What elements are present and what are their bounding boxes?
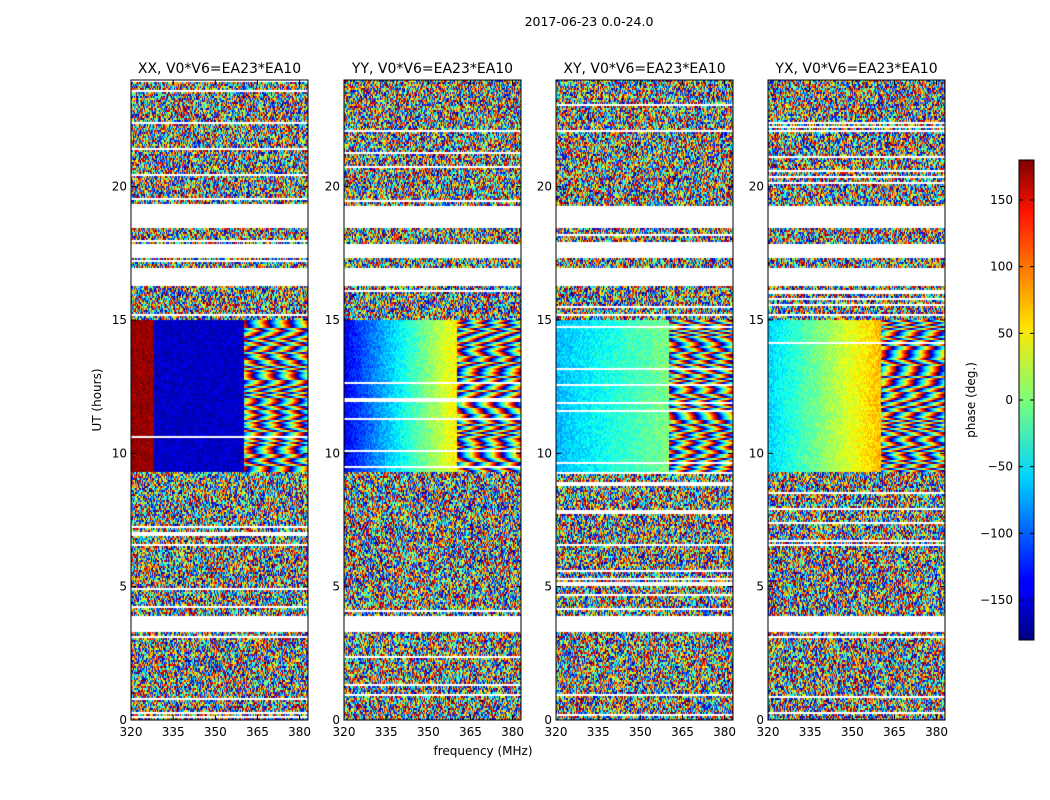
y-tick-label: 15 [325, 313, 340, 327]
x-tick-label: 335 [375, 725, 398, 739]
x-tick-label: 335 [587, 725, 610, 739]
panel-xx: XX, V0*V6=EA23*EA10 320 335 350 365 380 0 5 10 15… [112, 61, 311, 739]
y-tick-label: 20 [325, 180, 340, 194]
y-tick-label: 10 [325, 446, 340, 460]
y-tick-label: 5 [756, 580, 764, 594]
y-tick-label: 20 [112, 180, 127, 194]
y-tick-label: 15 [112, 313, 127, 327]
x-axis-label: frequency (MHz) [433, 744, 532, 758]
x-tick-label: 380 [501, 725, 524, 739]
y-tick-label: 5 [119, 580, 127, 594]
x-tick-label: 380 [288, 725, 311, 739]
panel-title: YX, V0*V6=EA23*EA10 [774, 61, 937, 77]
y-tick-label: 10 [112, 446, 127, 460]
x-tick-label: 350 [204, 725, 227, 739]
y-tick-label: 5 [544, 580, 552, 594]
y-tick-label: 0 [756, 713, 764, 727]
x-tick-label: 380 [713, 725, 736, 739]
y-tick-label: 0 [332, 713, 340, 727]
x-tick-label: 380 [925, 725, 948, 739]
phase-heatmap-yy [344, 80, 521, 720]
phase-heatmap-xy [556, 80, 733, 720]
y-tick-label: 20 [749, 180, 764, 194]
panel-title: YY, V0*V6=EA23*EA10 [351, 61, 513, 77]
colorbar-label: phase (deg.) [964, 362, 978, 438]
colorbar-ticks: −150 −100 −50 0 50 100 150 [980, 193, 1034, 607]
panel-title: XX, V0*V6=EA23*EA10 [138, 61, 301, 77]
panel-frame [767, 79, 946, 721]
y-tick-label: 5 [332, 580, 340, 594]
x-tick-label: 350 [417, 725, 440, 739]
panel-frame [555, 79, 734, 721]
x-tick-label: 320 [545, 725, 568, 739]
y-tick-label: 10 [537, 446, 552, 460]
colorbar: −150 −100 −50 0 50 100 150 phase (deg.) [964, 159, 1035, 641]
y-tick-label: 15 [537, 313, 552, 327]
panel-frame [130, 79, 309, 721]
x-tick-label: 365 [671, 725, 694, 739]
x-tick-label: 350 [629, 725, 652, 739]
colorbar-tick-label: 0 [1005, 393, 1013, 407]
x-tick-label: 350 [841, 725, 864, 739]
y-axis-label: UT (hours) [90, 368, 104, 431]
x-tick-label: 365 [883, 725, 906, 739]
x-tick-label: 335 [162, 725, 185, 739]
colorbar-tick-label: 50 [998, 326, 1013, 340]
panel-yy: YY, V0*V6=EA23*EA10 320 335 350 365 380 0 5 10 15… [325, 61, 524, 739]
x-tick-label: 320 [333, 725, 356, 739]
x-tick-label: 365 [459, 725, 482, 739]
panel-frame [343, 79, 522, 721]
colorbar-tick-label: −100 [980, 526, 1013, 540]
panel-title: XY, V0*V6=EA23*EA10 [563, 61, 725, 77]
x-tick-label: 320 [120, 725, 143, 739]
colorbar-tick-label: 100 [990, 260, 1013, 274]
colorbar-tick-label: 150 [990, 193, 1013, 207]
colorbar-tick-label: −50 [988, 460, 1013, 474]
y-tick-label: 15 [749, 313, 764, 327]
panels-group: XX, V0*V6=EA23*EA10 320 335 350 365 380 0 5 10 15… [112, 61, 948, 739]
y-tick-label: 0 [119, 713, 127, 727]
panel-xy: XY, V0*V6=EA23*EA10 320 335 350 365 380 0 5 10 15… [537, 61, 736, 739]
x-tick-label: 365 [246, 725, 269, 739]
y-tick-label: 10 [749, 446, 764, 460]
x-tick-label: 335 [799, 725, 822, 739]
phase-heatmap-xx [131, 80, 308, 720]
colorbar-tick-label: −150 [980, 593, 1013, 607]
y-tick-label: 0 [544, 713, 552, 727]
phase-heatmap-yx [768, 80, 945, 720]
y-tick-label: 20 [537, 180, 552, 194]
figure-suptitle: 2017-06-23 0.0-24.0 [525, 14, 654, 29]
panel-yx: YX, V0*V6=EA23*EA10 320 335 350 365 380 0 5 10 15… [749, 61, 948, 739]
x-tick-label: 320 [757, 725, 780, 739]
